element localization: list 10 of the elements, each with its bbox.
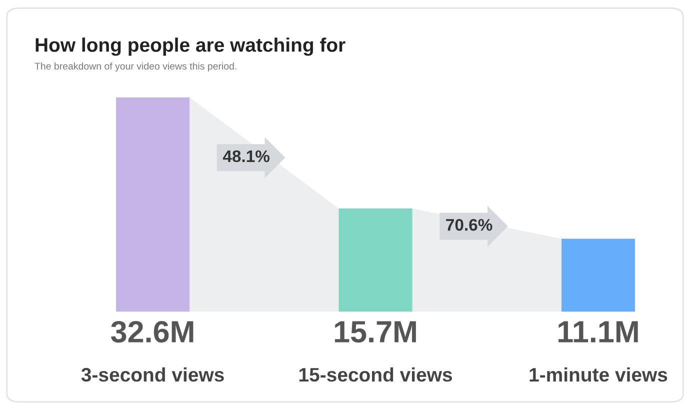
x-tick-label: 15-second views <box>299 367 452 382</box>
annotation: 70.6% <box>446 218 492 231</box>
x-tick-label: 3-second views <box>81 367 224 382</box>
data-label: 32.6M <box>111 320 194 343</box>
data-label: 15.7M <box>334 321 416 343</box>
data-label: 11.1M <box>558 321 638 342</box>
annotation: 48.1% <box>222 150 270 162</box>
chart-subtitle: The breakdown of your video views this period. <box>34 62 236 72</box>
chart-title: How long people are watching for <box>36 38 346 56</box>
x-tick-label: 1-minute views <box>530 367 668 382</box>
